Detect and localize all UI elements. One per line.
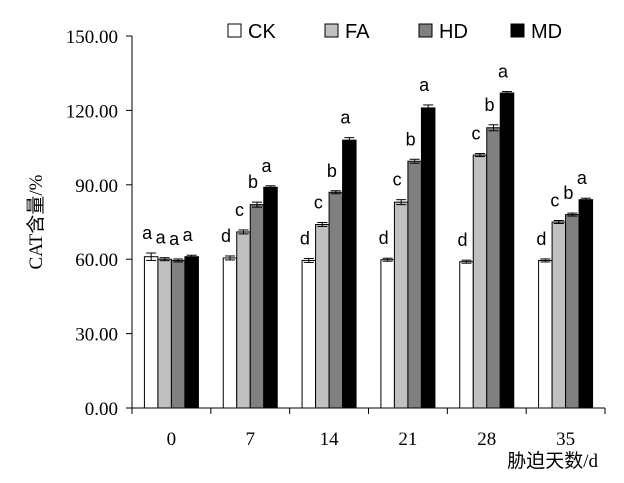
bar-hd-7 <box>249 204 265 409</box>
significance-letter: d <box>457 230 467 250</box>
significance-letter: b <box>484 95 494 115</box>
y-tick-label: 0.00 <box>85 399 118 420</box>
bar-hd-28 <box>486 127 501 409</box>
x-tick-label: 7 <box>246 429 256 450</box>
significance-letter: a <box>419 75 430 95</box>
significance-letter: a <box>498 62 509 82</box>
y-tick-label: 120.00 <box>66 101 118 122</box>
y-tick-label: 150.00 <box>66 27 118 48</box>
bar-ck-7 <box>222 257 238 409</box>
legend-swatch <box>418 23 433 38</box>
y-tick-label: 90.00 <box>75 176 118 197</box>
significance-letter: a <box>142 223 153 243</box>
bar-hd-14 <box>328 191 344 409</box>
significance-letter: a <box>340 108 351 128</box>
x-tick-label: 14 <box>320 429 340 450</box>
bar-fa-35 <box>551 221 567 409</box>
legend-swatch <box>227 23 242 38</box>
bar-ck-0 <box>143 256 159 409</box>
significance-letter: c <box>393 170 402 190</box>
legend-swatch <box>324 23 339 38</box>
y-tick-label: 60.00 <box>75 250 118 271</box>
bar-ck-28 <box>459 261 474 409</box>
x-tick-label: 21 <box>398 429 417 450</box>
bar-md-28 <box>499 92 515 409</box>
legend: CK FA HD MD <box>227 21 562 43</box>
x-tick-label: 35 <box>556 429 575 450</box>
significance-letter: b <box>248 172 258 192</box>
significance-letter: c <box>550 191 559 211</box>
bar-md-7 <box>263 186 278 409</box>
significance-letter: c <box>235 200 244 220</box>
bar-fa-7 <box>236 231 251 409</box>
x-tick-label: 0 <box>167 429 177 450</box>
bar-md-21 <box>420 107 436 409</box>
significance-letter: a <box>169 229 180 249</box>
significance-letter: b <box>563 183 573 203</box>
y-ticks: 0.00 30.00 60.00 90.00 120.00 150.00 <box>66 27 132 420</box>
x-ticks: 0 7 14 21 28 35 <box>131 408 606 450</box>
bar-ck-35 <box>538 259 553 409</box>
significance-letter: a <box>156 228 167 248</box>
significance-letter: d <box>379 228 389 248</box>
legend-label: CK <box>248 21 276 43</box>
bar-hd-21 <box>407 160 422 409</box>
bar-md-35 <box>578 199 594 409</box>
significance-letter: a <box>261 156 272 176</box>
bar-md-0 <box>184 256 199 409</box>
legend-label: FA <box>345 21 370 43</box>
y-axis-title: CAT含量/% <box>25 174 47 269</box>
legend-swatch <box>510 23 525 38</box>
significance-letter: c <box>314 192 323 212</box>
bar-ck-14 <box>301 259 317 409</box>
axes <box>131 36 605 409</box>
y-tick-label: 30.00 <box>75 325 118 346</box>
x-axis-title: 胁迫天数/d <box>507 450 598 472</box>
significance-letter: d <box>536 229 546 249</box>
bar-fa-0 <box>157 258 172 409</box>
significance-letter: a <box>577 168 588 188</box>
legend-label: MD <box>531 21 562 43</box>
bar-fa-14 <box>315 223 330 409</box>
significance-letter: b <box>327 161 337 181</box>
significance-letter: b <box>406 129 416 149</box>
bar-hd-0 <box>170 259 186 409</box>
x-tick-label: 28 <box>477 429 496 450</box>
significance-letter: c <box>472 124 481 144</box>
bar-fa-21 <box>393 201 409 409</box>
bar-hd-35 <box>565 214 580 409</box>
bar-md-14 <box>342 139 357 409</box>
significance-letter: d <box>300 228 310 248</box>
legend-label: HD <box>439 21 468 43</box>
bar-fa-28 <box>472 154 488 409</box>
significance-letter: d <box>221 226 231 246</box>
significance-letter: a <box>183 225 194 245</box>
bar-ck-21 <box>380 259 395 409</box>
